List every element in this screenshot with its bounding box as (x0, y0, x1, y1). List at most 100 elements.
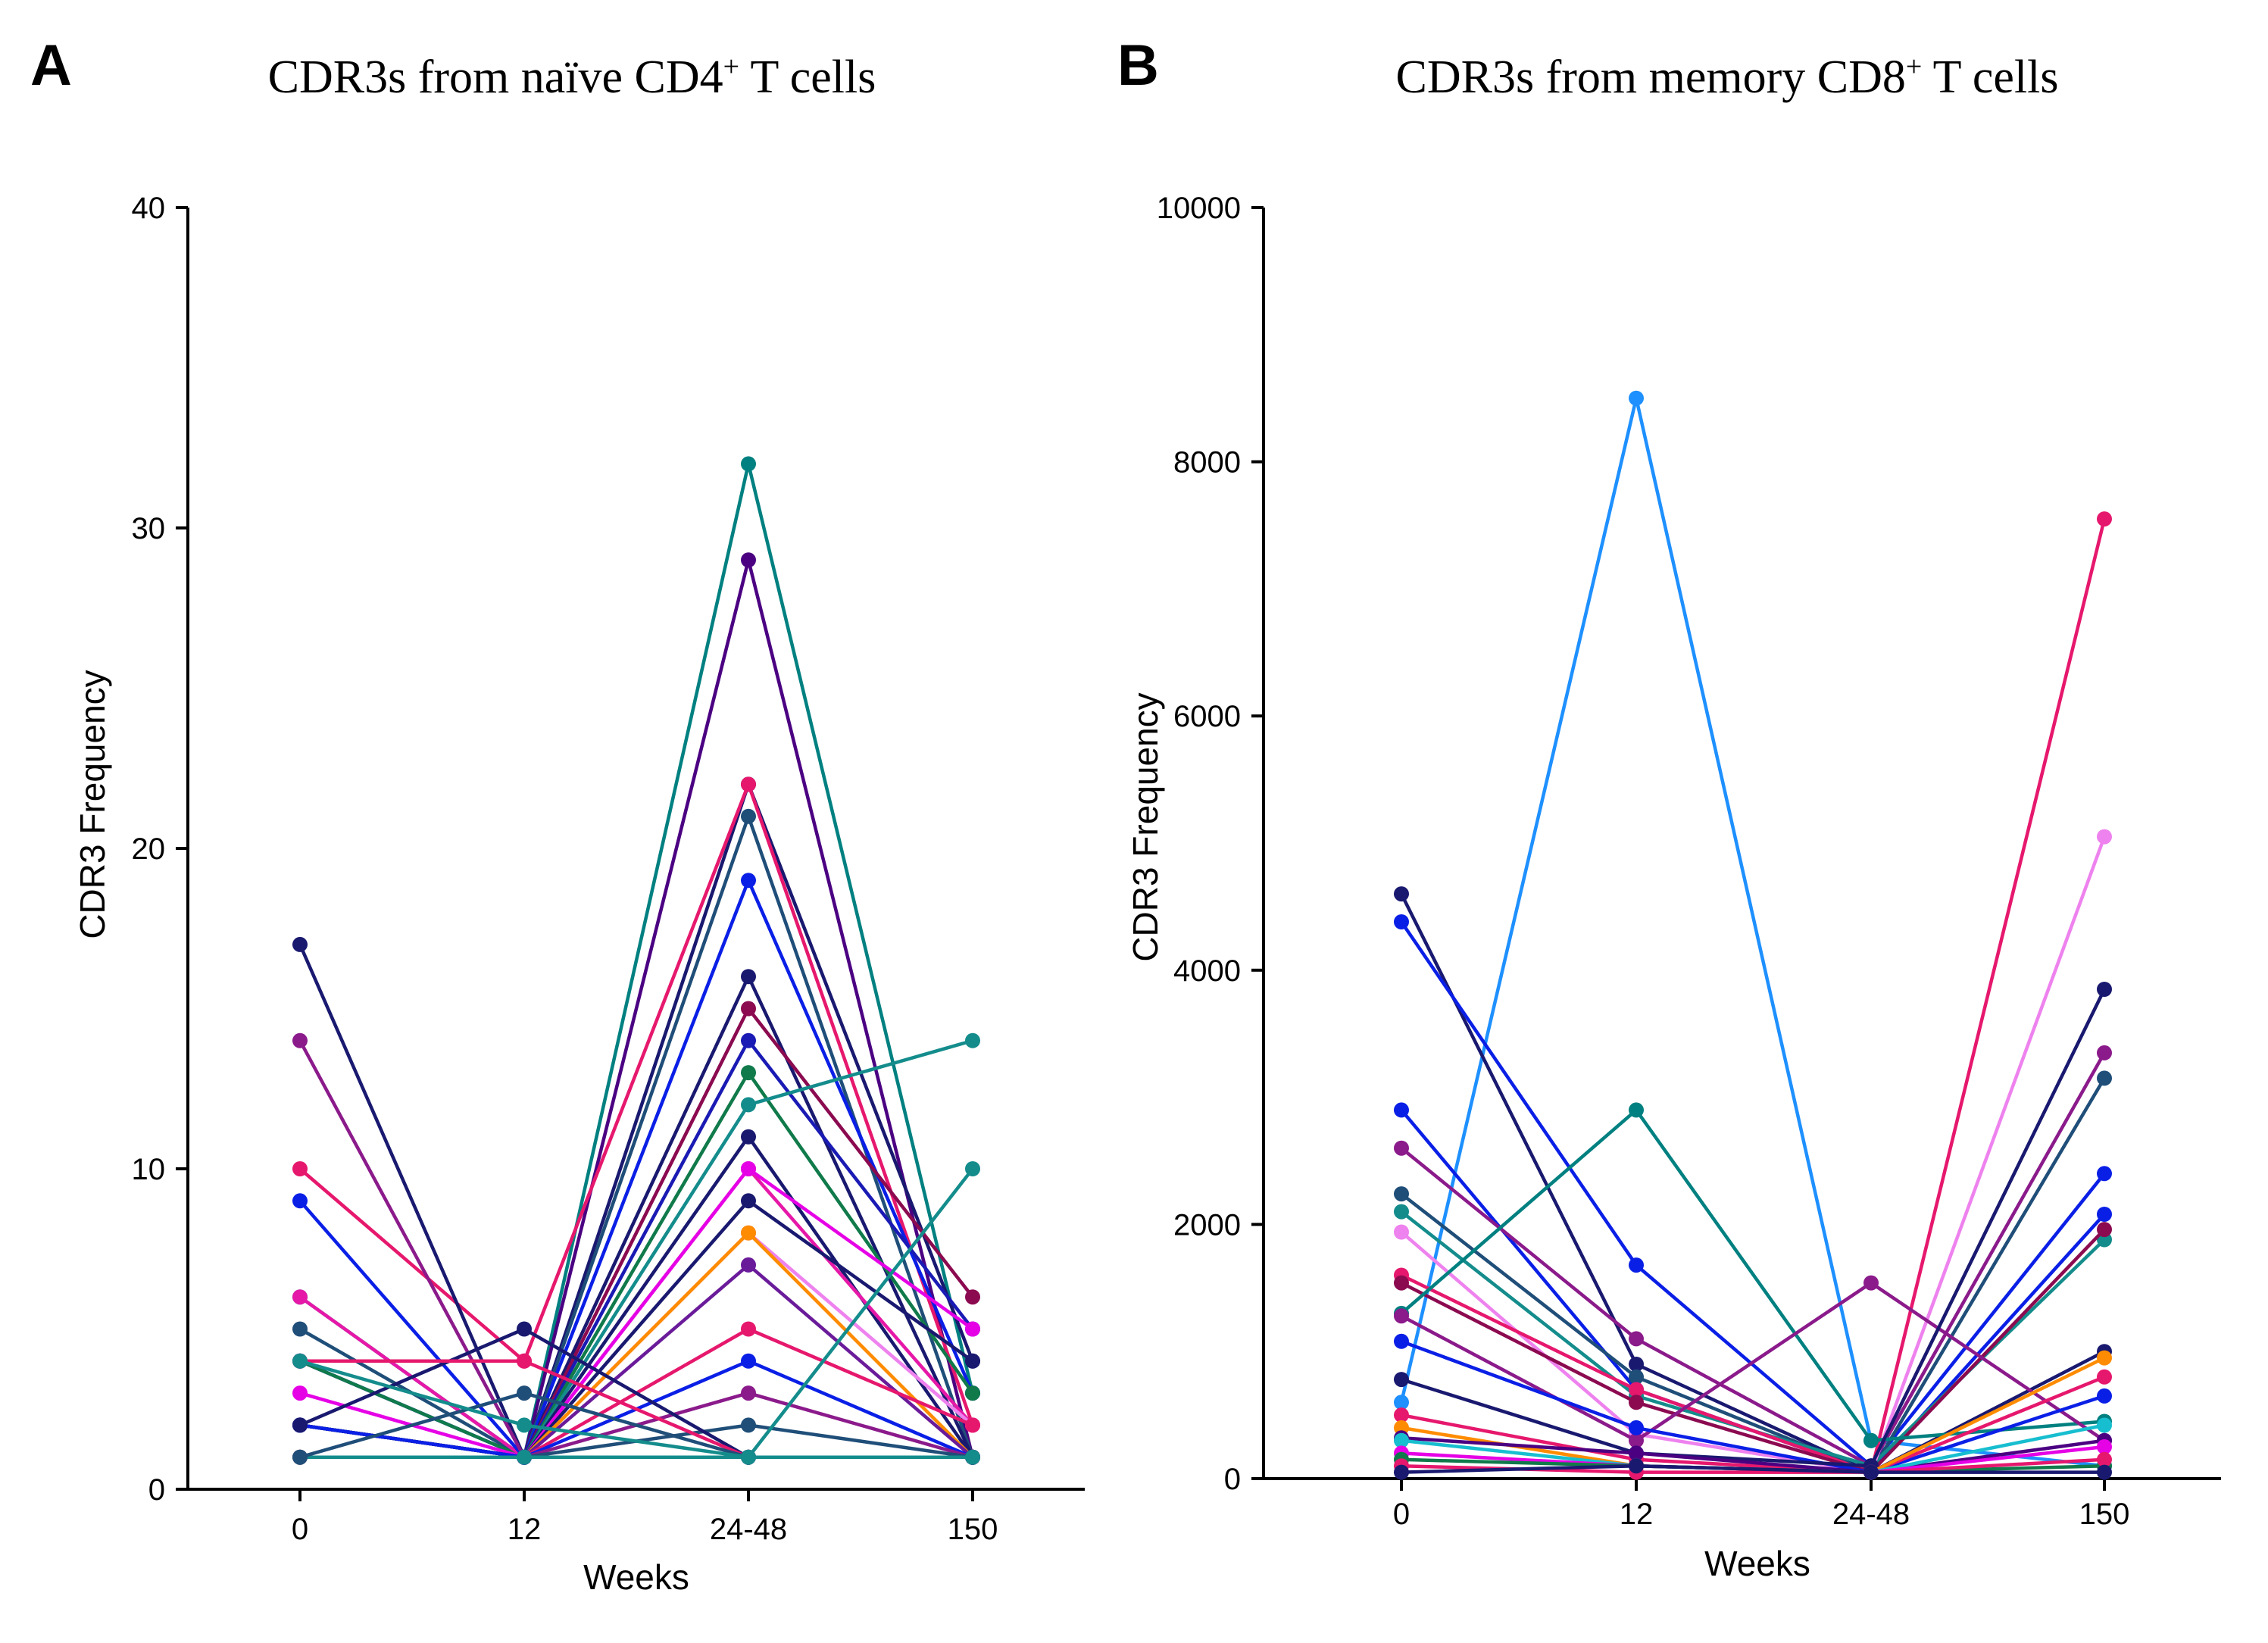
panel-a-data-point (965, 1289, 980, 1305)
panel-b-data-point (1394, 1308, 1409, 1324)
panel-a-data-point (292, 1417, 308, 1433)
panel-b-data-point (2097, 1439, 2112, 1454)
panel-a-data-point (741, 456, 756, 472)
panel-a-data-point (741, 808, 756, 824)
panel-b-data-point (1629, 1331, 1644, 1347)
panel-b-x-tick-label: 0 (1393, 1498, 1410, 1531)
panel-b-y-tick-label: 4000 (1173, 954, 1241, 988)
panel-a-data-point (741, 1161, 756, 1176)
panel-a-y-tick-label: 10 (132, 1153, 166, 1186)
panel-b-x-tick-label: 24-48 (1832, 1498, 1910, 1531)
panel-b-series-line (1399, 835, 2107, 1474)
panel-b-y-tick-label: 2000 (1173, 1208, 1241, 1242)
panel-b-series-line (1399, 1436, 2107, 1474)
panel-b-data-point (1394, 1275, 1409, 1291)
panel-b-series-line (1399, 1375, 2107, 1474)
panel-b-data-point (2097, 1464, 2112, 1480)
panel-b-series (1394, 982, 2112, 1474)
panel-b-data-point (2097, 1166, 2112, 1182)
panel-b-data-point (1394, 1395, 1409, 1410)
panel-a-series (292, 1353, 980, 1465)
panel-a-x-tick-label: 150 (948, 1513, 998, 1546)
panel-a-data-point (965, 1385, 980, 1401)
panel-a-data-point (741, 1193, 756, 1209)
panel-b-data-point (1394, 1432, 1409, 1448)
panel-b-xlabel: Weeks (1704, 1544, 1810, 1583)
panel-b-data-point (2097, 1369, 2112, 1385)
panel-a-series-line (298, 558, 975, 1459)
panel-a-data-point (965, 1161, 980, 1176)
panel-a-data-point (741, 1353, 756, 1369)
panel-a-data-point (292, 936, 308, 952)
panel-b-data-point (1394, 1186, 1409, 1202)
panel-a-data-point (292, 1193, 308, 1209)
panel-a-xlabel: Weeks (583, 1557, 689, 1597)
panel-a-title-suffix: T cells (739, 52, 876, 103)
panel-b-data-point (1394, 1333, 1409, 1349)
panel-b-series-line (1399, 517, 2107, 1474)
panel-b-y-tick-label: 6000 (1173, 700, 1241, 733)
panel-b-data-point (1629, 1445, 1644, 1461)
panel-b-series-line (1399, 1463, 2107, 1474)
panel-b-series (1394, 1102, 2112, 1448)
panel-b-series-line (1399, 987, 2107, 1468)
panel-a-series (292, 776, 980, 1433)
panel-a-data-point (741, 776, 756, 792)
panel-b-title-suffix: T cells (1922, 52, 2058, 103)
panel-b-title-sup: + (1906, 51, 1922, 83)
panel-b-series-line (1399, 1227, 2107, 1474)
panel-b-series-line (1399, 1339, 2107, 1474)
panel-b-data-point (1863, 1432, 1879, 1448)
panel-b-series-line (1399, 892, 2107, 1474)
panel-b-data-point (1629, 1369, 1644, 1385)
panel-a-series-line (298, 1167, 975, 1459)
panel-a-data-point (741, 1257, 756, 1273)
panel-a-y-tick-label: 0 (148, 1473, 165, 1507)
panel-a-series-line (298, 1070, 975, 1459)
panel-a-data-point (741, 552, 756, 568)
panel-a-data-point (517, 1449, 532, 1465)
panel-a-data-point (965, 1321, 980, 1337)
panel-b-y-tick-label: 10000 (1157, 192, 1241, 225)
panel-a-x-tick-label: 24-48 (710, 1513, 787, 1546)
panel-a-data-point (292, 1353, 308, 1369)
panel-b-data-point (1629, 1432, 1644, 1448)
panel-a-data-point (517, 1417, 532, 1433)
panel-b-data-point (1394, 914, 1409, 929)
panel-b-series-line (1399, 1051, 2107, 1468)
panel-a-data-point (741, 1385, 756, 1401)
panel-a-data-point (741, 969, 756, 985)
panel-b-data-point (1394, 1102, 1409, 1118)
panel-a-data-point (292, 1449, 308, 1465)
panel-b-x-tick-label: 150 (2079, 1498, 2130, 1531)
panel-a-data-point (965, 1353, 980, 1369)
panel-b-data-point (1629, 1382, 1644, 1398)
panel-b-series-line (1399, 396, 2107, 1468)
panel-b-data-point (2097, 511, 2112, 527)
panel-b-data-point (2097, 1451, 2112, 1467)
panel-b-data-point (2097, 1070, 2112, 1086)
panel-b-title-main: CDR3s from memory CD8 (1395, 52, 1905, 103)
panel-a-data-point (741, 1225, 756, 1241)
panel-b-data-point (2097, 982, 2112, 997)
panel-a-data-point (741, 1129, 756, 1145)
panel-a-x-tick-label: 12 (508, 1513, 542, 1546)
panel-a-series (292, 1353, 980, 1465)
panel-b-data-point (2097, 1207, 2112, 1222)
panel-a-data-point (741, 873, 756, 889)
panel-b-data-point (2097, 1045, 2112, 1060)
panel-b-data-point (1863, 1275, 1879, 1291)
panel-b-data-point (1629, 1257, 1644, 1273)
panel-b-y-tick-label: 8000 (1173, 446, 1241, 479)
panel-b-ylabel: CDR3 Frequency (1126, 692, 1165, 961)
panel-a-x-tick-label: 0 (292, 1513, 308, 1546)
panel-b-data-point (2097, 829, 2112, 845)
panel-a-data-point (292, 1289, 308, 1305)
panel-b-data-point (1394, 886, 1409, 902)
panel-b-x-tick-label: 12 (1620, 1498, 1654, 1531)
panel-b-data-point (1629, 1102, 1644, 1118)
panel-a-series-line (298, 782, 975, 1427)
panel-b-letter: B (1117, 33, 1159, 98)
panel-a-data-point (741, 1032, 756, 1048)
